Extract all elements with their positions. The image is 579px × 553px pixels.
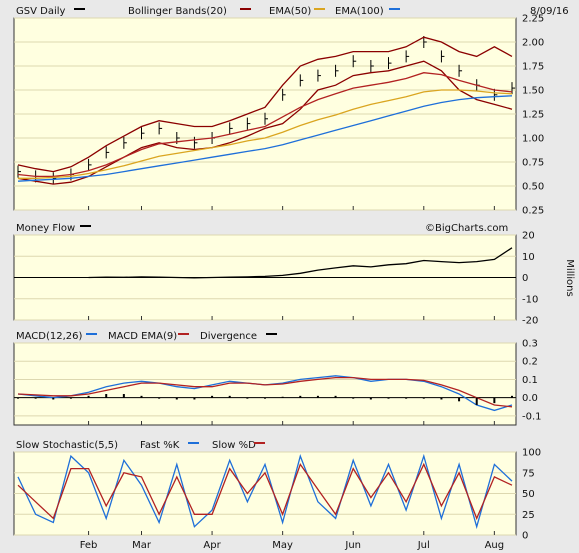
month-label: May xyxy=(272,540,293,551)
price-tick-label: 1.75 xyxy=(522,62,544,73)
price-series-line xyxy=(17,72,513,178)
macd-series-line xyxy=(17,376,513,408)
stochastic-tick-label: 0 xyxy=(522,531,528,542)
price-tick-label: 0.50 xyxy=(522,182,544,193)
divergence-bar xyxy=(69,397,72,399)
macd-label: MACD(12,26) xyxy=(16,331,83,342)
money_flow-tick-label: -10 xyxy=(522,294,538,305)
price-series-line xyxy=(18,89,513,179)
divergence-bar xyxy=(316,395,319,398)
divergence-bar xyxy=(299,395,302,398)
macd-ema-label: MACD EMA(9) xyxy=(108,331,177,342)
price-series-line xyxy=(17,36,513,173)
divergence-bar xyxy=(193,397,196,400)
money_flow-tick-label: 20 xyxy=(522,231,535,242)
price-tick-label: 1.50 xyxy=(522,86,544,97)
divergence-bar xyxy=(352,397,355,399)
divergence-bar xyxy=(493,397,496,404)
price-tick-label: 2.25 xyxy=(522,14,544,25)
divergence-bar xyxy=(52,397,55,400)
divergence-bar xyxy=(281,396,284,398)
stochastic-tick-label: 50 xyxy=(522,489,535,500)
price-tick-label: 0.25 xyxy=(522,206,544,217)
stochastic-label: Slow Stochastic(5,5) xyxy=(16,440,118,451)
ema100-label: EMA(100) xyxy=(335,6,384,17)
ema100-legend-swatch xyxy=(389,8,400,10)
price-series-line xyxy=(17,60,513,185)
divergence-bar xyxy=(34,397,37,399)
month-label: Jun xyxy=(344,540,361,551)
month-label: Apr xyxy=(203,540,221,551)
divergence-bar xyxy=(334,395,337,398)
bollinger-legend-swatch xyxy=(240,8,251,10)
bollinger-label: Bollinger Bands(20) xyxy=(128,6,227,17)
month-label: Aug xyxy=(485,540,505,551)
divergence-bar xyxy=(140,395,143,398)
divergence-bar xyxy=(87,395,90,398)
divergence-bar xyxy=(264,397,266,399)
month-label: Feb xyxy=(80,540,98,551)
money-flow-legend-swatch xyxy=(80,225,91,227)
divergence-bar xyxy=(387,397,390,399)
ema50-label: EMA(50) xyxy=(269,6,311,17)
macd-panel xyxy=(13,342,517,426)
divergence-bar xyxy=(440,397,443,400)
macd-tick-label: 0.1 xyxy=(522,375,538,386)
divergence-bar xyxy=(422,397,425,399)
money_flow-tick-label: -20 xyxy=(522,316,538,327)
divergence-label: Divergence xyxy=(200,331,257,342)
macd-tick-label: -0.1 xyxy=(522,411,542,422)
slow-d-legend-swatch xyxy=(254,442,265,444)
stochastic-tick-label: 75 xyxy=(522,468,535,479)
price-tick-label: 1.25 xyxy=(522,110,544,121)
fast-k-legend-swatch xyxy=(188,442,199,444)
fast-k-label: Fast %K xyxy=(140,440,180,451)
divergence-bar xyxy=(369,397,372,400)
divergence-bar xyxy=(175,397,178,400)
month-label: Mar xyxy=(132,540,152,551)
stochastic-tick-label: 25 xyxy=(522,510,535,521)
month-label: Jul xyxy=(417,540,430,551)
divergence-bar xyxy=(246,397,249,399)
date-label: 8/09/16 xyxy=(530,6,569,17)
ticker-label: GSV Daily xyxy=(16,6,66,17)
divergence-bar xyxy=(458,397,461,402)
divergence-bar xyxy=(228,395,231,398)
money-flow-label: Money Flow xyxy=(16,223,75,234)
money-flow-unit: Millions xyxy=(564,259,575,296)
macd-tick-label: 0.3 xyxy=(522,339,538,350)
divergence-bar xyxy=(405,397,408,399)
divergence-legend-swatch xyxy=(266,333,277,335)
stochastic-series-line xyxy=(17,462,513,521)
money_flow-tick-label: 0 xyxy=(522,273,528,284)
price-series-line xyxy=(17,95,513,182)
macd-tick-label: 0.2 xyxy=(522,357,538,368)
price-tick-label: 2.00 xyxy=(522,38,544,49)
divergence-bar xyxy=(105,394,108,398)
credit-label: ©BigCharts.com xyxy=(425,223,508,234)
money_flow-tick-label: 10 xyxy=(522,252,535,263)
price-tick-label: 1.00 xyxy=(522,134,544,145)
slow-d-label: Slow %D xyxy=(212,440,256,451)
price-tick-label: 0.75 xyxy=(522,158,544,169)
divergence-bar xyxy=(17,397,19,399)
stochastic-tick-label: 100 xyxy=(522,448,541,459)
ema50-legend-swatch xyxy=(314,8,325,10)
price-legend-swatch xyxy=(74,8,85,10)
divergence-bar xyxy=(475,397,478,405)
divergence-bar xyxy=(122,394,125,398)
macd-tick-label: 0.0 xyxy=(522,393,538,404)
money_flow-series-line xyxy=(88,247,513,279)
divergence-bar xyxy=(211,395,214,398)
divergence-bar xyxy=(158,397,161,399)
macd-ema-legend-swatch xyxy=(178,333,189,335)
divergence-bar xyxy=(511,395,513,398)
macd-legend-swatch xyxy=(86,333,97,335)
